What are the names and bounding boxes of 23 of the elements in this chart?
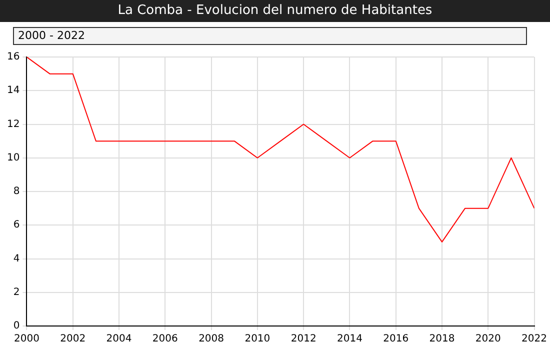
y-tick-label: 4 [13,253,20,264]
x-tick-label: 2020 [475,334,501,345]
chart-title: La Comba - Evolucion del numero de Habitantes [0,0,550,22]
y-tick-label: 6 [13,220,20,231]
x-tick-label: 2018 [429,334,455,345]
x-tick-label: 2022 [522,334,547,345]
x-tick-label: 2014 [336,334,362,345]
x-tick-label: 2010 [244,334,270,345]
chart-subtitle: 2000 - 2022 [13,27,527,45]
y-tick-label: 10 [6,152,20,164]
y-tick-label: 0 [13,320,20,332]
y-tick-label: 8 [13,186,20,198]
x-tick-label: 2002 [60,334,86,345]
y-tick-label: 14 [6,85,20,96]
x-tick-label: 2008 [198,334,224,345]
x-tick-label: 2012 [290,334,316,345]
y-tick-label: 12 [6,118,20,130]
x-tick-label: 2006 [152,334,178,345]
x-tick-label: 2016 [383,334,409,345]
y-tick-label: 16 [6,52,20,63]
x-tick-label: 2004 [106,334,132,345]
x-tick-label: 2000 [14,334,40,345]
y-tick-label: 2 [13,286,20,298]
